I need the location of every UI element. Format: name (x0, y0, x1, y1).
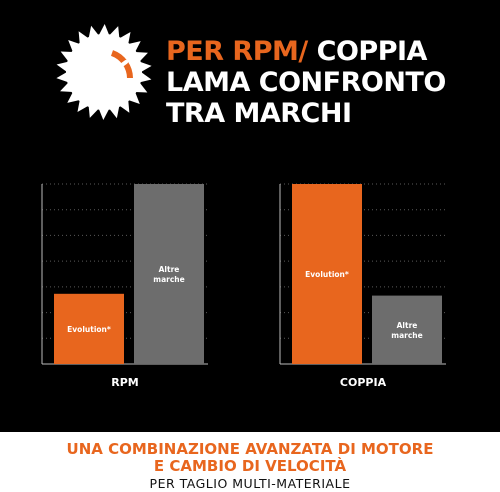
chart-coppia: Evolution* Altre marche COPPIA (278, 180, 448, 410)
footer-line1: UNA COMBINAZIONE AVANZATA DI MOTORE (66, 440, 434, 458)
bar-label: marche (153, 275, 184, 284)
chart-rpm-xlabel: RPM (111, 376, 139, 389)
bar-label: marche (391, 331, 422, 340)
bar-evolution (292, 184, 362, 364)
bar-label: Evolution* (305, 270, 349, 279)
bar-label: Altre (397, 321, 418, 330)
page-title: PER RPM/ COPPIA LAMA CONFRONTO TRA MARCH… (166, 36, 496, 129)
chart-rpm: Evolution* Altre marche RPM (40, 180, 210, 410)
bar-altre-marche (134, 184, 204, 364)
chart-coppia-xlabel: COPPIA (339, 376, 387, 389)
title-line1-rest: COPPIA (307, 36, 428, 67)
title-line3: TRA MARCHI (166, 98, 352, 129)
saw-blade-speedometer-icon (56, 24, 152, 120)
title-accent: PER RPM/ (166, 36, 308, 67)
header: PER RPM/ COPPIA LAMA CONFRONTO TRA MARCH… (0, 0, 500, 160)
bar-evolution (54, 293, 124, 364)
bar-label: Altre (159, 265, 180, 274)
title-line2: LAMA CONFRONTO (166, 67, 446, 98)
bar-altre-marche (372, 295, 442, 364)
footer-line2: E CAMBIO DI VELOCITÀ (153, 457, 347, 475)
footer-subline: PER TAGLIO MULTI-MATERIALE (149, 476, 351, 491)
bar-label: Evolution* (67, 325, 111, 334)
footer-banner: UNA COMBINAZIONE AVANZATA DI MOTORE E CA… (0, 432, 500, 492)
